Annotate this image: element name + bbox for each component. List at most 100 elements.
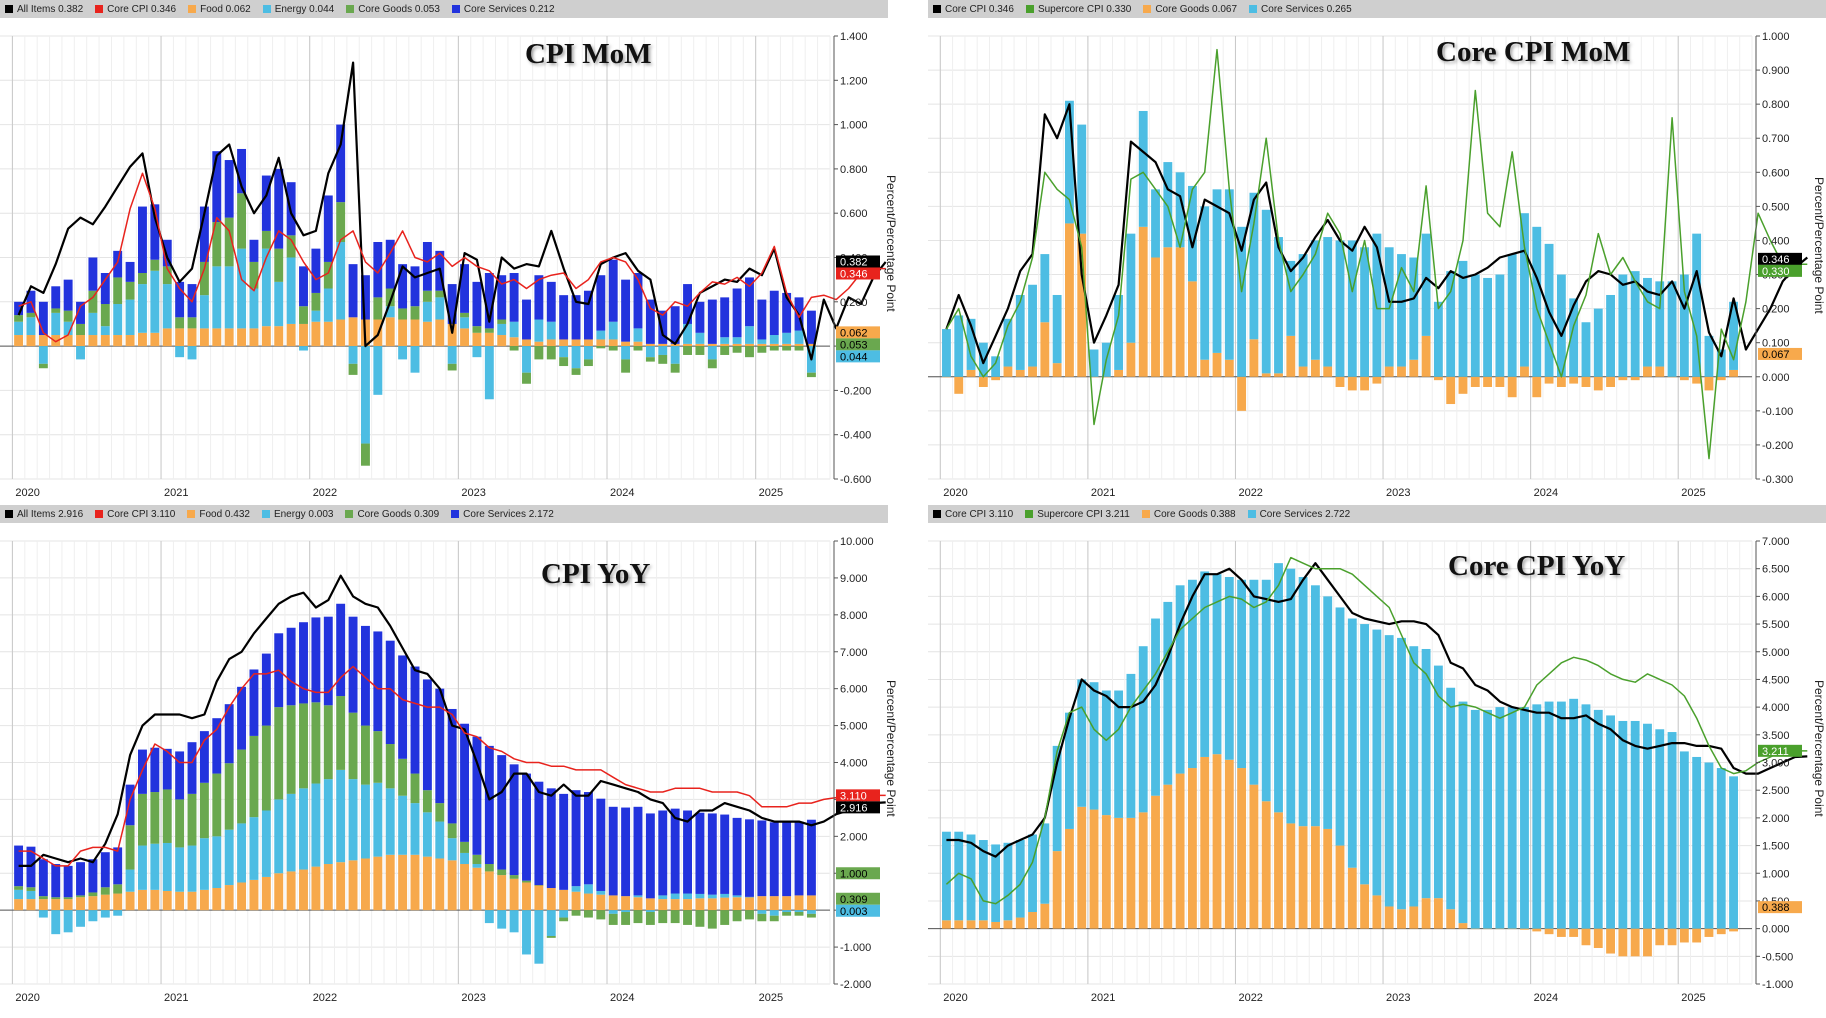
value-badge — [836, 867, 880, 880]
bar-segment — [1347, 376, 1357, 391]
bar-segment — [1114, 817, 1124, 929]
bar-segment — [1507, 376, 1517, 398]
bar-segment — [559, 889, 569, 911]
bar-segment — [559, 295, 569, 340]
bar-segment — [1384, 906, 1394, 929]
bar-segment — [1655, 281, 1665, 367]
bar-segment — [683, 893, 692, 900]
bar-segment — [509, 321, 519, 338]
bar-segment — [224, 217, 234, 267]
bar-segment — [966, 834, 976, 921]
x-tick-label: 2022 — [313, 992, 337, 1004]
value-badge — [836, 801, 880, 814]
bar-segment — [224, 328, 234, 347]
bar-segment — [509, 875, 519, 879]
y-tick-label: 0.600 — [1762, 167, 1790, 179]
bar-segment — [683, 323, 692, 344]
core-cpi-yoy-panel: Core CPI 3.110 Supercore CPI 3.211 Core Go… — [928, 505, 1826, 1010]
bar-segment — [509, 910, 519, 933]
y-tick-label: 6.000 — [840, 684, 868, 696]
bar-segment — [138, 206, 147, 274]
bar-segment — [621, 807, 631, 897]
bar-segment — [224, 704, 234, 764]
bar-segment — [63, 865, 73, 898]
y-tick-label: 0.900 — [1762, 65, 1790, 77]
bar-segment — [336, 124, 346, 203]
bar-segment — [274, 168, 284, 249]
bar-segment — [63, 899, 73, 911]
bar-segment — [138, 845, 147, 890]
bar-segment — [274, 248, 284, 282]
legend-item: Core CPI 0.346 — [95, 4, 176, 15]
cpi-yoy-panel: All Items 2.916 Core CPI 3.110 Food 0.432 E… — [0, 505, 900, 1010]
legend-item: Supercore CPI 0.330 — [1025, 4, 1131, 15]
bar-segment — [138, 793, 147, 846]
bar-segment — [497, 910, 507, 929]
bar-segment — [1126, 817, 1136, 929]
bar-segment — [1138, 646, 1148, 813]
bar-segment — [472, 854, 482, 865]
bar-segment — [162, 239, 172, 267]
bar-segment — [274, 707, 284, 800]
bar-segment — [571, 368, 581, 375]
bar-segment — [695, 893, 705, 899]
bar-segment — [274, 281, 284, 327]
bars — [14, 603, 816, 964]
value-badge — [836, 326, 880, 339]
bar-segment — [546, 339, 556, 347]
bar-segment — [645, 343, 655, 347]
bar-segment — [596, 894, 606, 911]
bar-segment — [1569, 928, 1579, 937]
bar-segment — [1569, 698, 1579, 929]
bar-segment — [1458, 701, 1468, 924]
bar-segment — [311, 617, 321, 703]
bar-segment — [1310, 359, 1320, 377]
bar-segment — [633, 341, 643, 347]
bar-segment — [571, 346, 581, 369]
bar-segment — [1360, 884, 1370, 929]
bar-segment — [757, 299, 767, 340]
bar-segment — [1040, 903, 1050, 929]
bar-segment — [732, 337, 742, 344]
bar-segment — [745, 896, 754, 898]
bar-segment — [1261, 373, 1271, 377]
bar-segment — [596, 890, 606, 895]
bar-segment — [534, 910, 544, 964]
x-tick-label: 2023 — [461, 487, 485, 499]
bar-segment — [769, 822, 779, 897]
y-tick-label: 2.000 — [1762, 813, 1790, 825]
bar-segment — [546, 910, 556, 937]
bar-segment — [1323, 596, 1333, 829]
bar-segment — [1261, 579, 1271, 802]
bar-segment — [373, 346, 383, 395]
bar-segment — [1003, 366, 1013, 377]
legend-label: Core CPI 3.110 — [945, 508, 1014, 520]
bar-segment — [460, 264, 470, 313]
bar-segment — [978, 840, 988, 921]
bar-segment — [1606, 928, 1615, 954]
bar-segment — [1089, 349, 1099, 377]
bar-segment — [1261, 209, 1271, 374]
bar-segment — [212, 888, 222, 911]
bar-segment — [1015, 369, 1025, 377]
bar-segment — [1151, 795, 1160, 929]
bar-segment — [76, 910, 85, 927]
y-tick-label: -0.500 — [1762, 951, 1793, 963]
legend-label: All Items 2.916 — [17, 508, 84, 520]
bar-segment — [1643, 277, 1652, 367]
bar-segment — [1618, 928, 1628, 957]
bar-segment — [1446, 909, 1456, 929]
bar-segment — [534, 319, 544, 342]
bar-segment — [782, 332, 792, 344]
bar-segment — [51, 897, 61, 900]
y-tick-label: 7.000 — [840, 647, 868, 659]
bar-segment — [125, 891, 135, 911]
bar-segment — [1667, 281, 1677, 377]
bar-segment — [1655, 729, 1665, 929]
bar-segment — [1372, 629, 1382, 896]
bar-segment — [571, 886, 581, 892]
bar-segment — [63, 335, 73, 347]
bar-segment — [1200, 756, 1210, 929]
